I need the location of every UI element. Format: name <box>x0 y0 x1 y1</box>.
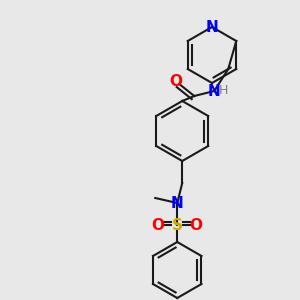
Text: N: N <box>208 83 220 98</box>
Text: O: O <box>170 74 183 89</box>
Text: N: N <box>171 196 184 211</box>
Text: S: S <box>172 218 183 232</box>
Text: H: H <box>219 83 228 97</box>
Text: N: N <box>206 20 218 34</box>
Text: O: O <box>152 218 165 232</box>
Text: O: O <box>190 218 203 232</box>
